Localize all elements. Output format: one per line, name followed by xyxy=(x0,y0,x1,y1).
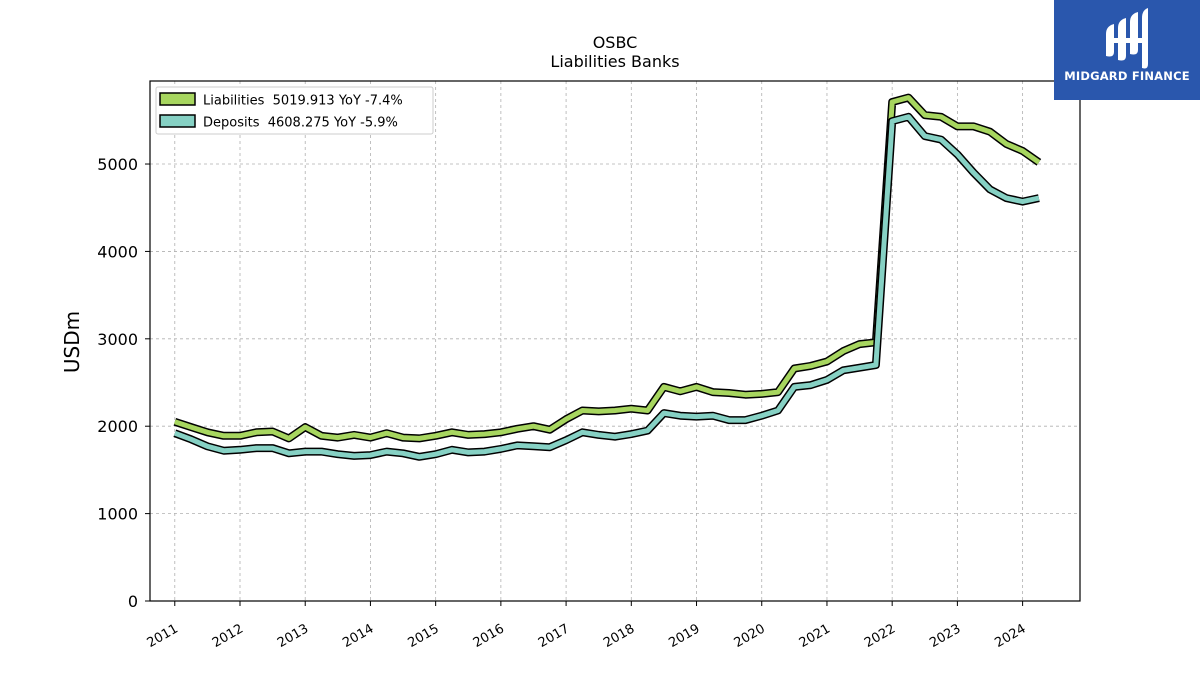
x-tick-label: 2020 xyxy=(732,621,768,651)
chart-title: OSBC xyxy=(593,33,638,52)
series-lines xyxy=(173,93,1042,461)
y-tick-label: 5000 xyxy=(97,155,138,174)
y-tick-label: 1000 xyxy=(97,505,138,524)
x-tick-label: 2022 xyxy=(862,621,898,651)
x-tick-label: 2023 xyxy=(927,621,963,651)
y-tick-label: 0 xyxy=(128,592,138,611)
legend-label-liabilities: Liabilities 5019.913 YoY -7.4% xyxy=(203,94,403,109)
y-tick-label: 3000 xyxy=(97,330,138,349)
y-axis: 0 1000 2000 3000 4000 5000 xyxy=(97,155,150,611)
x-tick-label: 2012 xyxy=(210,621,246,651)
y-tick-label: 2000 xyxy=(97,417,138,436)
x-axis: 2011 2012 2013 2014 2015 2016 2017 2018 2019 2020… xyxy=(145,601,1029,651)
chart-subtitle: Liabilities Banks xyxy=(550,52,679,71)
midgard-logo-icon xyxy=(1106,8,1148,69)
y-tick-label: 4000 xyxy=(97,242,138,261)
legend-swatch-liabilities xyxy=(159,92,196,106)
x-tick-label: 2019 xyxy=(666,621,702,651)
x-tick-label: 2015 xyxy=(405,621,441,651)
legend-swatch-deposits xyxy=(159,114,196,128)
legend: Liabilities 5019.913 YoY -7.4% Deposits … xyxy=(155,86,434,135)
legend-label-deposits: Deposits 4608.275 YoY -5.9% xyxy=(203,116,398,131)
legend-box xyxy=(155,86,434,135)
x-tick-label: 2013 xyxy=(275,621,311,651)
x-tick-label: 2021 xyxy=(797,621,833,651)
brand-logo: MIDGARD FINANCE xyxy=(1054,0,1200,100)
x-tick-label: 2014 xyxy=(340,621,376,651)
x-tick-label: 2016 xyxy=(471,621,507,651)
logo-text: MIDGARD FINANCE xyxy=(1064,69,1190,83)
grid xyxy=(150,81,1080,602)
series-line-liabilities xyxy=(174,95,1041,441)
x-tick-label: 2011 xyxy=(145,621,181,651)
x-tick-label: 2024 xyxy=(992,621,1028,651)
x-tick-label: 2017 xyxy=(536,621,572,651)
x-tick-label: 2018 xyxy=(601,621,637,651)
plot-area xyxy=(150,81,1080,601)
series-line-deposits xyxy=(173,114,1040,460)
plot-frame xyxy=(149,80,1081,602)
y-axis-label: USDm xyxy=(60,311,84,373)
